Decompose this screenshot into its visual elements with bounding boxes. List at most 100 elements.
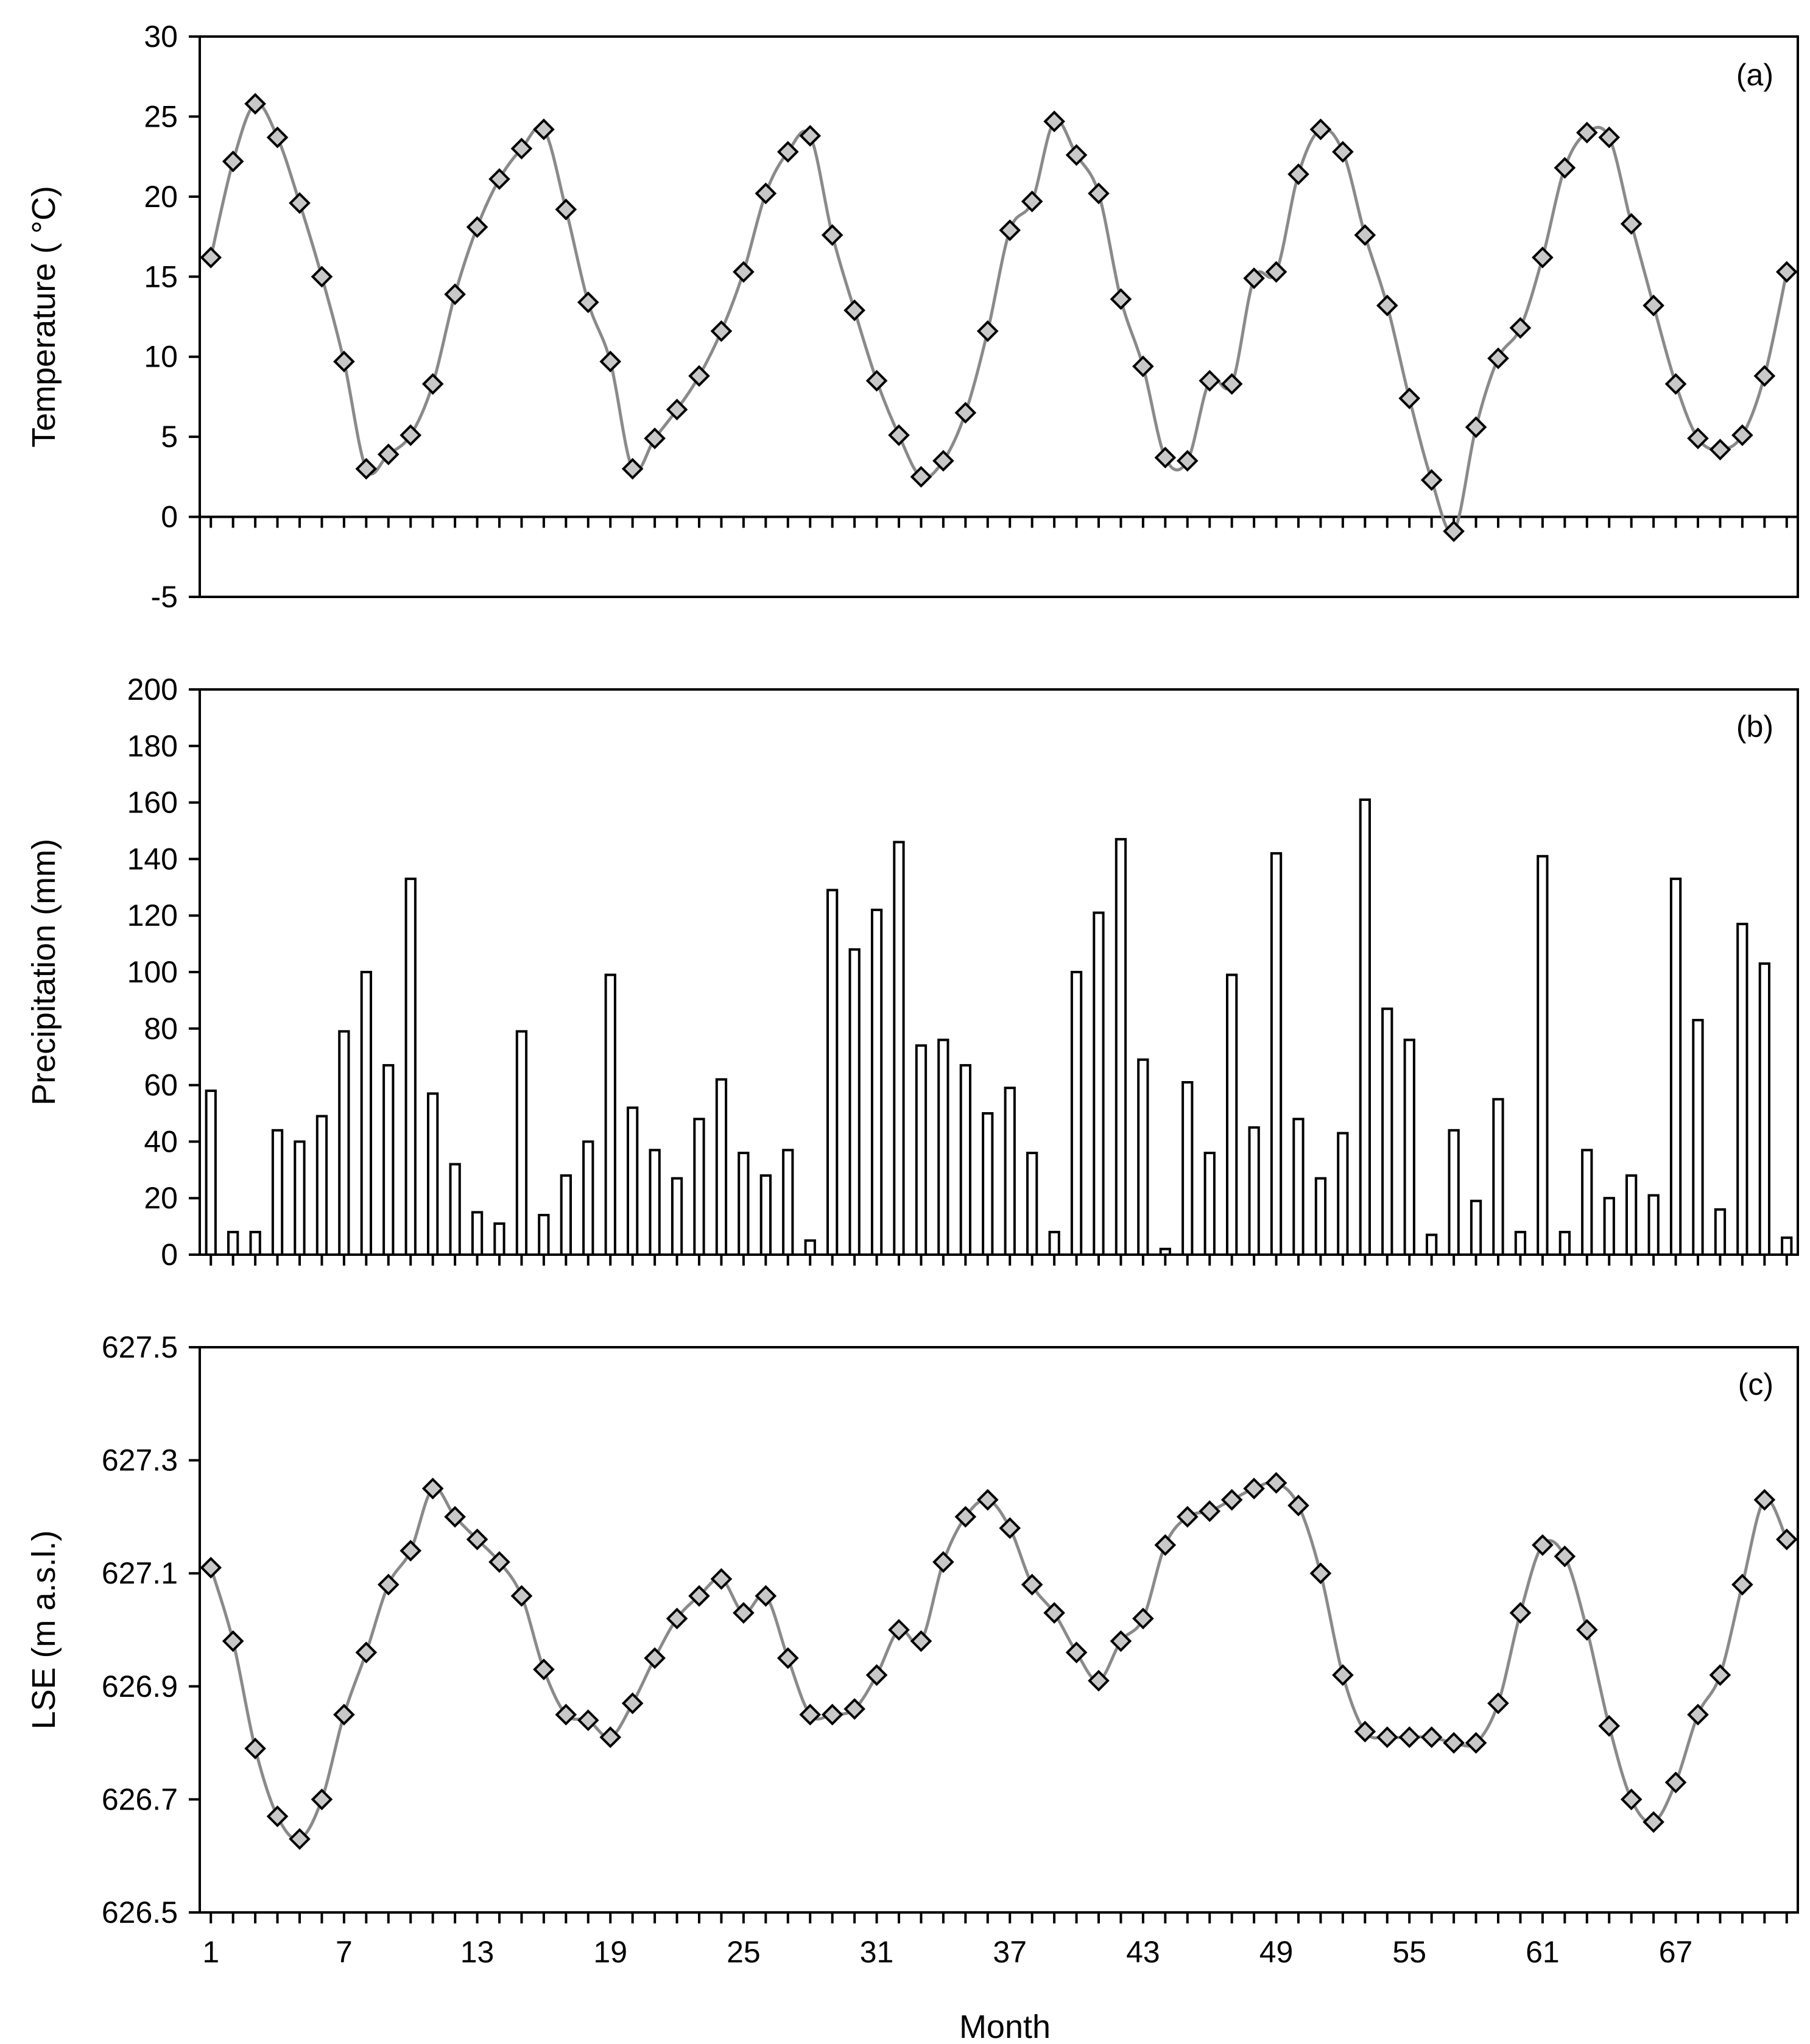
- precipitation-bar: [1448, 1129, 1460, 1256]
- data-point-marker: [1199, 370, 1221, 392]
- data-point-marker: [644, 1647, 666, 1669]
- data-point-marker: [1643, 294, 1664, 317]
- y-tick-label: 627.5: [102, 1330, 178, 1364]
- data-point-marker: [1509, 1602, 1532, 1624]
- precipitation-bar: [1470, 1199, 1482, 1256]
- data-point-marker: [444, 283, 466, 306]
- precipitation-bar: [738, 1152, 750, 1256]
- data-point-marker: [999, 219, 1021, 241]
- precipitation-bar: [1026, 1152, 1038, 1256]
- panel-a-series: [200, 93, 1798, 543]
- data-point-marker: [1443, 520, 1465, 543]
- precipitation-bar: [471, 1211, 484, 1256]
- data-point-marker: [1265, 1471, 1287, 1494]
- data-point-marker: [733, 1602, 755, 1624]
- precipitation-bar: [1115, 837, 1127, 1256]
- data-point-marker: [688, 365, 710, 387]
- precipitation-bar: [1137, 1058, 1149, 1256]
- precipitation-bar: [848, 948, 861, 1256]
- data-point-marker: [733, 261, 755, 283]
- data-point-marker: [776, 141, 799, 163]
- y-tick-label: 627.1: [102, 1556, 178, 1590]
- y-tick-label: 626.7: [102, 1782, 178, 1816]
- data-point-marker: [289, 1828, 311, 1850]
- data-point-marker: [1420, 1726, 1443, 1749]
- data-point-marker: [1731, 1573, 1753, 1596]
- precipitation-bar: [804, 1239, 816, 1256]
- precipitation-bar: [560, 1174, 572, 1256]
- panel-c-y-tick-labels: 626.5 626.7 626.9 627.1 627.3 627.5: [102, 1330, 178, 1929]
- data-point-marker: [888, 1619, 910, 1641]
- data-point-marker: [1243, 1478, 1265, 1500]
- data-point-marker: [1220, 1489, 1243, 1511]
- data-point-marker: [1753, 1489, 1776, 1511]
- data-point-marker: [1043, 1602, 1065, 1624]
- data-point-marker: [421, 373, 444, 395]
- precipitation-bar: [338, 1030, 350, 1256]
- data-point-marker: [1132, 355, 1154, 378]
- data-point-marker: [1065, 144, 1088, 166]
- data-point-marker: [599, 350, 622, 373]
- precipitation-bar: [1070, 971, 1083, 1256]
- data-point-marker: [377, 1573, 400, 1596]
- y-tick-label: 626.5: [102, 1895, 178, 1929]
- panel-a-temperature: -5 0 5 10 15 20 25 30 Temperature ( °C) (a): [26, 19, 1799, 614]
- data-point-marker: [1154, 446, 1177, 469]
- precipitation-bar: [959, 1064, 971, 1256]
- data-point-marker: [1664, 1771, 1687, 1794]
- precipitation-bar: [1537, 855, 1549, 1256]
- precipitation-bar: [360, 971, 373, 1256]
- series-line: [209, 102, 1789, 534]
- panel-a-label: (a): [1736, 58, 1773, 92]
- precipitation-bar: [404, 877, 417, 1256]
- data-point-marker: [865, 1664, 888, 1686]
- data-point-marker: [533, 118, 555, 141]
- precipitation-bar: [1314, 1177, 1327, 1256]
- panel-b-plot-frame: [199, 688, 1799, 1256]
- x-tick-label: 67: [1659, 1935, 1693, 1969]
- precipitation-bar: [715, 1078, 728, 1256]
- y-tick-label: 100: [127, 955, 178, 989]
- precipitation-bar: [782, 1149, 794, 1256]
- data-point-marker: [355, 1641, 378, 1663]
- data-point-marker: [333, 350, 355, 373]
- data-point-marker: [488, 1551, 510, 1573]
- y-tick-label: 20: [144, 180, 178, 214]
- data-point-marker: [954, 1506, 977, 1528]
- precipitation-bar: [227, 1230, 239, 1256]
- x-tick-label: 49: [1259, 1935, 1294, 1969]
- data-point-marker: [1176, 1506, 1199, 1528]
- data-point-marker: [1576, 121, 1598, 144]
- precipitation-bar: [493, 1222, 505, 1256]
- precipitation-bar: [893, 841, 905, 1256]
- data-point-marker: [1021, 1573, 1043, 1596]
- data-point-marker: [976, 320, 999, 342]
- precipitation-bar: [382, 1064, 395, 1256]
- panel-c-axis-ticks: [189, 1346, 1788, 1923]
- precipitation-bar: [1492, 1098, 1504, 1256]
- precipitation-bar: [1248, 1126, 1260, 1256]
- data-point-marker: [421, 1478, 444, 1500]
- precipitation-bar: [1781, 1236, 1793, 1256]
- data-point-marker: [1088, 1669, 1110, 1692]
- precipitation-bar: [759, 1174, 772, 1256]
- data-point-marker: [1043, 110, 1065, 133]
- data-point-marker: [799, 1704, 822, 1726]
- data-point-marker: [400, 424, 422, 446]
- x-tick-label: 37: [993, 1935, 1027, 1969]
- data-point-marker: [1176, 449, 1199, 472]
- data-point-marker: [1487, 347, 1509, 370]
- data-point-marker: [932, 449, 954, 472]
- precipitation-bar: [271, 1129, 284, 1256]
- data-point-marker: [311, 266, 333, 288]
- precipitation-bar: [1625, 1174, 1638, 1256]
- precipitation-bar: [1337, 1132, 1349, 1256]
- data-point-marker: [710, 1568, 733, 1590]
- data-point-marker: [710, 320, 733, 342]
- y-tick-label: 5: [161, 420, 178, 454]
- data-point-marker: [1532, 246, 1554, 269]
- x-tick-label: 13: [460, 1935, 495, 1969]
- y-tick-label: 80: [144, 1012, 178, 1046]
- x-tick-label: 7: [336, 1935, 353, 1969]
- data-point-marker: [1664, 373, 1687, 395]
